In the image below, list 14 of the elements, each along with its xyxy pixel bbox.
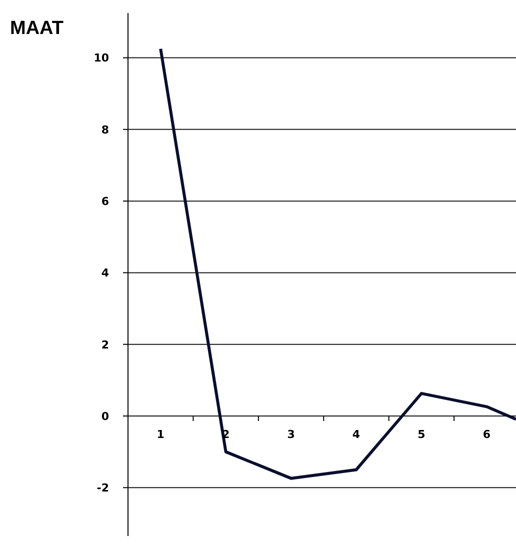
x-tick-label: 1 — [156, 428, 164, 441]
y-tick-label: 0 — [101, 410, 110, 423]
y-tick-label: 10 — [94, 52, 110, 65]
y-axis-title: MAAT — [10, 18, 64, 40]
y-tick-label: 2 — [101, 338, 109, 352]
x-tick-label: 5 — [418, 428, 426, 441]
y-tick-label: -2 — [96, 482, 109, 495]
y-tick-label: 8 — [101, 123, 109, 136]
x-tick-label: 6 — [482, 428, 491, 441]
line-series — [159, 47, 516, 480]
y-tick-label: 4 — [101, 266, 110, 280]
x-tick-label: 4 — [352, 428, 360, 441]
x-tick-label: 3 — [287, 428, 295, 441]
y-tick-label: 6 — [101, 194, 110, 208]
